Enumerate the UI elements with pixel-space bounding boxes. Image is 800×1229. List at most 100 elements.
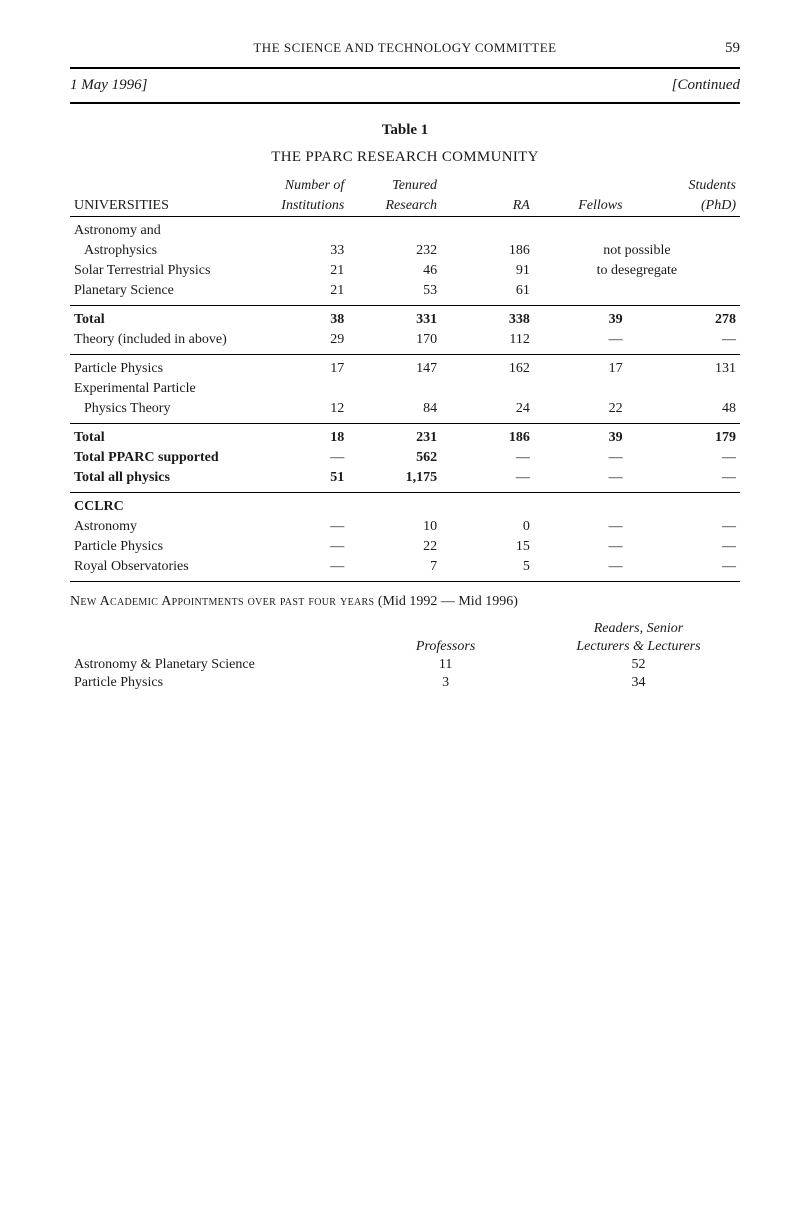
row-label: Particle Physics (70, 674, 354, 692)
row-label: Planetary Science (70, 281, 256, 306)
col-students-l1: Students (627, 176, 740, 196)
section-5: CCLRC Astronomy — 10 0 — — Particle Phys… (70, 493, 740, 582)
cell: 112 (441, 330, 534, 355)
cell: 22 (348, 537, 441, 557)
cell: 186 (441, 424, 534, 449)
table-row: Total 38 331 338 39 278 (70, 306, 740, 331)
row-label: Royal Observatories (70, 557, 256, 582)
table-title: THE PPARC RESEARCH COMMUNITY (70, 149, 740, 166)
row-label: Solar Terrestrial Physics (70, 261, 256, 281)
cell: 39 (534, 424, 627, 449)
row-label: Particle Physics (70, 537, 256, 557)
row-label: Total PPARC supported (70, 448, 256, 468)
running-title: THE SCIENCE AND TECHNOLOGY COMMITTEE (120, 40, 690, 56)
table-row: Theory (included in above) 29 170 112 — … (70, 330, 740, 355)
cell: 5 (441, 557, 534, 582)
table-row: Astronomy & Planetary Science 11 52 (70, 656, 740, 674)
cell: 179 (627, 424, 740, 449)
cell: — (627, 517, 740, 537)
table-head: UNIVERSITIES Number of Tenured RA Fellow… (70, 176, 740, 217)
appointments-title-rest: (Mid 1992 — Mid 1996) (374, 594, 518, 609)
table-row: Astronomy — 10 0 — — (70, 517, 740, 537)
cell: — (441, 468, 534, 493)
cell: 338 (441, 306, 534, 331)
cell: 12 (256, 399, 349, 424)
running-header: THE SCIENCE AND TECHNOLOGY COMMITTEE 59 (70, 40, 740, 61)
col-fellows: Fellows (534, 176, 627, 217)
table-row: Royal Observatories — 7 5 — — (70, 557, 740, 582)
cell: 147 (348, 355, 441, 380)
table-row: Experimental Particle (70, 379, 740, 399)
cell: — (534, 468, 627, 493)
col-readers-l2: Lecturers & Lecturers (537, 638, 740, 656)
continued-label: [Continued (672, 77, 740, 94)
cell: 18 (256, 424, 349, 449)
appointments-head: Professors Readers, Senior Lecturers & L… (70, 620, 740, 656)
row-label: Astrophysics (70, 241, 256, 261)
cell: — (256, 448, 349, 468)
appointments-table: Professors Readers, Senior Lecturers & L… (70, 620, 740, 692)
col-tenured-l2: Research (348, 196, 441, 217)
cell: — (534, 330, 627, 355)
row-label: Experimental Particle (70, 379, 256, 399)
cell: 33 (256, 241, 349, 261)
row-label: Total (70, 424, 256, 449)
cell: 186 (441, 241, 534, 261)
cell: 11 (354, 656, 537, 674)
appointments-title-sc: New Academic Appointments over past four… (70, 594, 374, 609)
cell: 84 (348, 399, 441, 424)
cell: 232 (348, 241, 441, 261)
cell: 3 (354, 674, 537, 692)
table-row: Astronomy and (70, 217, 740, 242)
cell: 61 (441, 281, 534, 306)
document-date: 1 May 1996] (70, 77, 148, 94)
cell: 278 (627, 306, 740, 331)
col-institutions-l1: Number of (256, 176, 349, 196)
cell: 331 (348, 306, 441, 331)
cell: — (256, 537, 349, 557)
note-cell: to desegregate (534, 261, 740, 281)
cell: — (441, 448, 534, 468)
cell: 22 (534, 399, 627, 424)
cell: — (627, 448, 740, 468)
cell: 7 (348, 557, 441, 582)
section-3: Particle Physics 17 147 162 17 131 Exper… (70, 355, 740, 424)
divider (70, 102, 740, 104)
cell: 17 (534, 355, 627, 380)
row-label: Total all physics (70, 468, 256, 493)
col-ra: RA (441, 176, 534, 217)
cell: 29 (256, 330, 349, 355)
cell: 53 (348, 281, 441, 306)
page-number: 59 (690, 40, 740, 57)
table-row: Particle Physics 3 34 (70, 674, 740, 692)
col-students-l2: (PhD) (627, 196, 740, 217)
cell: 38 (256, 306, 349, 331)
cell: 15 (441, 537, 534, 557)
cell: — (627, 537, 740, 557)
cell: 46 (348, 261, 441, 281)
row-label: Astronomy & Planetary Science (70, 656, 354, 674)
row-label: Physics Theory (70, 399, 256, 424)
cell: — (256, 557, 349, 582)
col-institutions-l2: Institutions (256, 196, 349, 217)
table-row: Total all physics 51 1,175 — — — (70, 468, 740, 493)
cell: 51 (256, 468, 349, 493)
note-cell: not possible (534, 241, 740, 261)
row-label: CCLRC (70, 493, 256, 518)
col-readers-l1: Readers, Senior (537, 620, 740, 638)
cell: 21 (256, 261, 349, 281)
row-label: Particle Physics (70, 355, 256, 380)
cell: 24 (441, 399, 534, 424)
cell: 1,175 (348, 468, 441, 493)
row-label: Astronomy and (70, 217, 256, 242)
page-content: THE SCIENCE AND TECHNOLOGY COMMITTEE 59 … (0, 0, 800, 732)
col-professors: Professors (354, 620, 537, 656)
table-caption: Table 1 (70, 122, 740, 139)
row-label: Total (70, 306, 256, 331)
table-row: Solar Terrestrial Physics 21 46 91 to de… (70, 261, 740, 281)
table-1-block: Table 1 THE PPARC RESEARCH COMMUNITY UNI… (70, 122, 740, 692)
research-community-table: UNIVERSITIES Number of Tenured RA Fellow… (70, 176, 740, 582)
cell: 34 (537, 674, 740, 692)
cell: — (534, 448, 627, 468)
table-row: CCLRC (70, 493, 740, 518)
